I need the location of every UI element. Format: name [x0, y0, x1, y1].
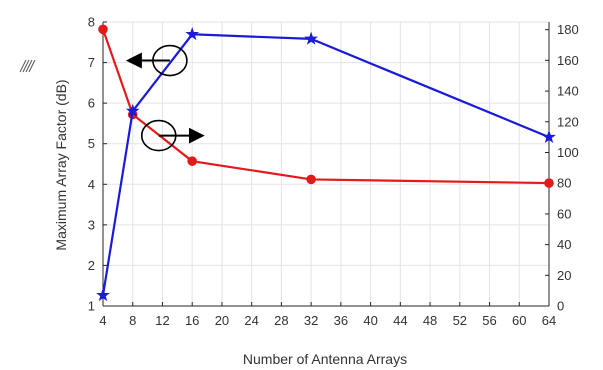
x-tick-label: 32 [304, 313, 318, 328]
x-tick-label: 60 [512, 313, 526, 328]
series-line-1 [101, 33, 550, 296]
x-tick-label: 16 [185, 313, 199, 328]
x-tick-label: 4 [99, 313, 106, 328]
x-tick-label: 8 [129, 313, 136, 328]
left-y-tick-label: 5 [88, 136, 95, 151]
series [96, 24, 556, 302]
left-y-tick-label: 1 [88, 299, 95, 314]
right-y-tick-labels: 0 20 40 60 80 100 120 140 160 180 [557, 22, 579, 313]
x-axis-label: Number of Antenna Arrays [243, 351, 407, 367]
series-1-point [542, 129, 556, 143]
right-y-tick-label: 160 [557, 53, 579, 68]
x-tick-labels: 4 8 12 16 20 24 28 32 36 40 44 48 52 56 60 64 [99, 313, 556, 328]
x-tick-label: 56 [482, 313, 496, 328]
left-y-tick-label: 4 [88, 177, 95, 192]
right-y-tick-label: 100 [557, 145, 579, 160]
left-y-tick-labels: 1 2 3 4 5 6 7 8 [88, 15, 95, 314]
right-y-tick-label: 120 [557, 114, 579, 129]
right-y-tick-label: 80 [557, 176, 571, 191]
series-line-0 [101, 28, 550, 185]
series-0-point [306, 174, 316, 185]
x-tick-label: 28 [274, 313, 288, 328]
left-y-tick-label: 7 [88, 55, 95, 70]
series-1-point [304, 31, 318, 45]
x-tick-label: 20 [215, 313, 229, 328]
series-0-point [98, 24, 108, 35]
right-y-tick-label: 20 [557, 268, 571, 283]
right-y-tick-label: 140 [557, 84, 579, 99]
left-y-tick-label: 2 [88, 258, 95, 273]
series-1-point [185, 27, 200, 41]
axes [102, 21, 550, 307]
series-1-point [125, 103, 140, 117]
left-edge-mark [19, 59, 36, 73]
series-1-point [96, 288, 110, 302]
right-y-tick-label: 60 [557, 206, 571, 221]
right-y-tick-label: 180 [557, 22, 579, 37]
x-tick-label: 44 [393, 313, 407, 328]
right-y-tick-label: 40 [557, 237, 571, 252]
left-y-tick-label: 8 [88, 15, 95, 30]
left-y-tick-label: 6 [88, 96, 95, 111]
right-y-tick-label: 0 [557, 299, 564, 314]
x-tick-label: 40 [363, 313, 377, 328]
series-0-point [187, 156, 197, 166]
series-0-point [544, 178, 554, 188]
x-tick-label: 48 [423, 313, 437, 328]
x-tick-label: 12 [155, 313, 169, 328]
grid [102, 21, 550, 307]
x-tick-label: 36 [334, 313, 348, 328]
y-axis-label: Maximum Array Factor (dB) [53, 79, 69, 250]
annotations [125, 44, 205, 152]
x-tick-label: 24 [244, 313, 258, 328]
left-y-tick-label: 3 [88, 217, 95, 232]
x-tick-label: 52 [453, 313, 467, 328]
x-tick-label: 64 [542, 313, 556, 328]
